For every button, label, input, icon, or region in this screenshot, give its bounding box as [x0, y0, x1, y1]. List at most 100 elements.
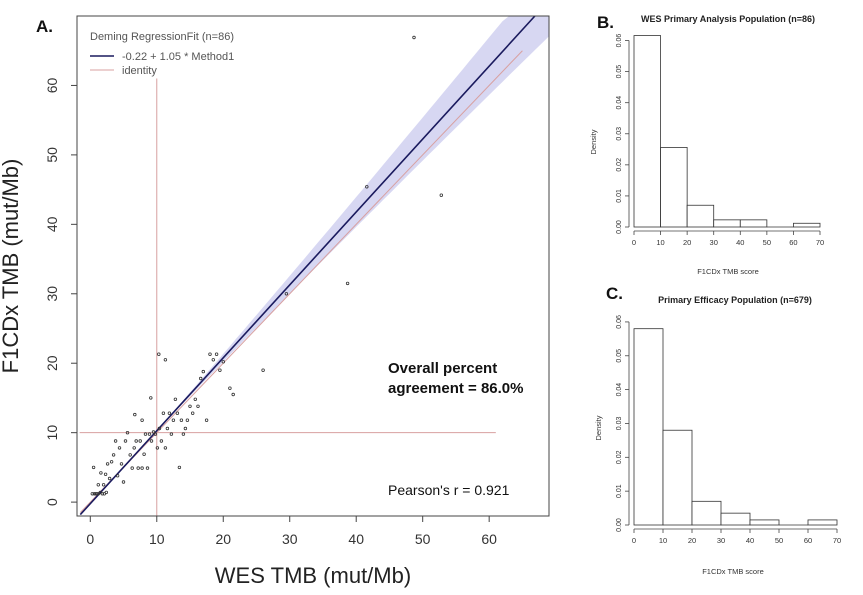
histogram-bar: [686, 204, 715, 228]
histogram-panel-b: B. WES Primary Analysis Population (n=86…: [589, 13, 824, 276]
x-tick-label: 40: [348, 531, 364, 547]
data-point: [261, 368, 265, 372]
data-point: [134, 439, 138, 443]
y-tick-label: 0.00: [616, 518, 623, 532]
legend-identity-label: identity: [122, 65, 157, 77]
data-point: [147, 432, 152, 436]
histogram-b-x-label: F1CDx TMB score: [697, 267, 759, 276]
x-tick-label: 70: [816, 238, 824, 247]
legend-title: Deming RegressionFit (n=86): [90, 31, 234, 43]
panel-c-letter: C.: [606, 284, 623, 303]
histogram-bar: [713, 219, 741, 228]
x-tick-label: 10: [656, 238, 664, 247]
data-point: [365, 185, 369, 189]
data-point: [101, 483, 106, 487]
data-point: [159, 439, 164, 443]
histogram-b-title: WES Primary Analysis Population (n=86): [641, 14, 815, 24]
histogram-c-title: Primary Efficacy Population (n=679): [658, 295, 812, 305]
data-point: [121, 480, 126, 484]
data-point: [167, 411, 172, 415]
y-tick-label: 0.02: [616, 158, 623, 172]
data-point: [140, 418, 144, 422]
histogram-panel-c: C. Primary Efficacy Population (n=679) 0…: [594, 284, 841, 576]
identity-line: [79, 50, 523, 513]
data-point: [111, 453, 116, 457]
histogram-bar: [720, 512, 751, 526]
histogram-bar: [633, 35, 661, 228]
y-tick-label: 0.06: [616, 315, 623, 329]
data-point: [109, 460, 114, 464]
data-point: [143, 432, 148, 436]
data-point: [104, 490, 108, 495]
data-point: [138, 439, 142, 443]
x-tick-label: 0: [86, 531, 94, 547]
y-tick-label: 20: [44, 355, 60, 371]
pearson-annotation: Pearson's r = 0.921: [388, 482, 510, 498]
x-tick-label: 60: [804, 536, 812, 545]
y-tick-label: 40: [44, 216, 60, 232]
x-tick-label: 0: [632, 238, 636, 247]
data-point: [163, 446, 168, 450]
histogram-bar: [807, 519, 838, 526]
data-point: [117, 446, 122, 450]
data-point: [231, 392, 235, 397]
data-point: [163, 358, 168, 362]
x-tick-label: 40: [746, 536, 754, 545]
data-point: [165, 426, 170, 431]
data-point: [171, 418, 176, 422]
histogram-bar: [662, 429, 693, 526]
data-point: [204, 418, 209, 422]
data-point: [345, 281, 350, 286]
y-tick-label: 60: [44, 77, 60, 93]
x-tick-label: 50: [415, 531, 431, 547]
agreement-annotation-line-1: Overall percent: [388, 360, 497, 377]
y-tick-label: 0.04: [616, 96, 623, 110]
data-point: [125, 431, 130, 435]
confidence-band-layer: [143, 16, 549, 446]
x-tick-label: 0: [632, 536, 636, 545]
data-point: [103, 472, 108, 476]
x-axis-label: WES TMB (mut/Mb): [215, 563, 411, 588]
data-point: [107, 476, 112, 481]
data-point: [113, 439, 118, 443]
data-point: [157, 426, 162, 431]
y-tick-label: 0.00: [616, 220, 623, 234]
x-tick-label: 30: [710, 238, 718, 247]
y-tick-label: 0.04: [616, 383, 623, 397]
data-point: [218, 368, 222, 372]
data-point: [100, 492, 104, 496]
data-point: [196, 404, 200, 408]
histogram-c-y-ticks: 0.00 0.01 0.02 0.03 0.04 0.05 0.06: [616, 315, 630, 532]
x-tick-label: 60: [789, 238, 797, 247]
legend: Deming RegressionFit (n=86) -0.22 + 1.05…: [90, 31, 234, 77]
data-point: [145, 466, 150, 470]
histogram-c-x-label: F1CDx TMB score: [702, 567, 764, 576]
data-point: [119, 462, 124, 466]
data-point: [136, 466, 140, 470]
data-point: [412, 35, 416, 40]
data-point: [128, 453, 132, 457]
data-point: [193, 397, 197, 401]
x-tick-label: 60: [481, 531, 497, 547]
data-point: [211, 358, 215, 362]
data-point: [221, 360, 225, 364]
x-tick-label: 30: [717, 536, 725, 545]
data-point: [179, 418, 184, 422]
fit-line-layer: [79, 15, 536, 516]
data-point: [105, 462, 110, 466]
x-tick-label: 10: [149, 531, 165, 547]
histogram-bar: [739, 219, 768, 228]
x-tick-label: 50: [763, 238, 771, 247]
histogram-b-bars: [633, 35, 821, 228]
scatter-points-layer: [90, 35, 443, 496]
y-tick-label: 0.06: [616, 34, 623, 48]
panel-b-letter: B.: [597, 13, 614, 32]
data-point: [90, 492, 94, 496]
plot-frame: [76, 15, 550, 517]
histogram-b-x-ticks: 0 10 20 30 40 50 60 70: [632, 230, 824, 247]
histogram-b-y-label: Density: [589, 129, 598, 154]
reference-lines-layer: [79, 50, 523, 516]
data-point: [161, 411, 166, 415]
histogram-c-y-label: Density: [594, 415, 603, 440]
histogram-bar: [793, 222, 821, 228]
